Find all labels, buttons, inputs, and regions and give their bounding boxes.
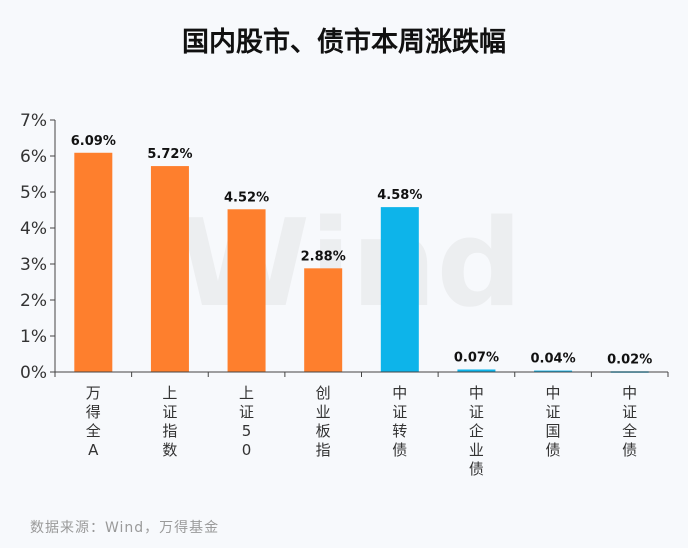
- data-label: 6.09%: [71, 134, 116, 149]
- y-tick-label: 7%: [20, 111, 47, 131]
- y-tick-label: 2%: [20, 291, 47, 311]
- y-tick-label: 4%: [20, 219, 47, 239]
- x-category-label: 中证企业债: [469, 384, 484, 478]
- chart-title: 国内股市、债市本周涨跌幅: [182, 27, 506, 58]
- y-tick-label: 3%: [20, 255, 47, 275]
- data-label: 2.88%: [301, 249, 346, 264]
- bar: [457, 369, 496, 372]
- x-category-label: 中证国债: [546, 384, 561, 459]
- data-label: 4.52%: [224, 190, 269, 205]
- x-category-label: 上证 5 0: [239, 384, 254, 459]
- bar: [227, 209, 266, 372]
- x-category-label: 中证转债: [392, 384, 407, 459]
- x-category-label: 上证指数: [162, 384, 177, 459]
- x-category-label: 创业板指: [316, 384, 331, 459]
- y-tick-label: 1%: [20, 327, 47, 347]
- y-tick-label: 0%: [20, 363, 47, 383]
- x-category-label: 万得全 A: [86, 384, 101, 459]
- bar: [380, 207, 419, 372]
- bar: [534, 370, 573, 373]
- bar: [74, 152, 113, 372]
- data-source-note: 数据来源：Wind，万得基金: [30, 520, 220, 536]
- data-label: 0.07%: [454, 350, 499, 365]
- data-label: 4.58%: [377, 188, 422, 203]
- x-category-label: 中证全债: [622, 384, 637, 459]
- data-label: 5.72%: [147, 147, 192, 162]
- y-tick-label: 5%: [20, 183, 47, 203]
- bar: [150, 166, 189, 372]
- y-tick-label: 6%: [20, 147, 47, 167]
- bar: [304, 268, 343, 372]
- data-label: 0.04%: [531, 352, 576, 367]
- data-label: 0.02%: [607, 352, 652, 367]
